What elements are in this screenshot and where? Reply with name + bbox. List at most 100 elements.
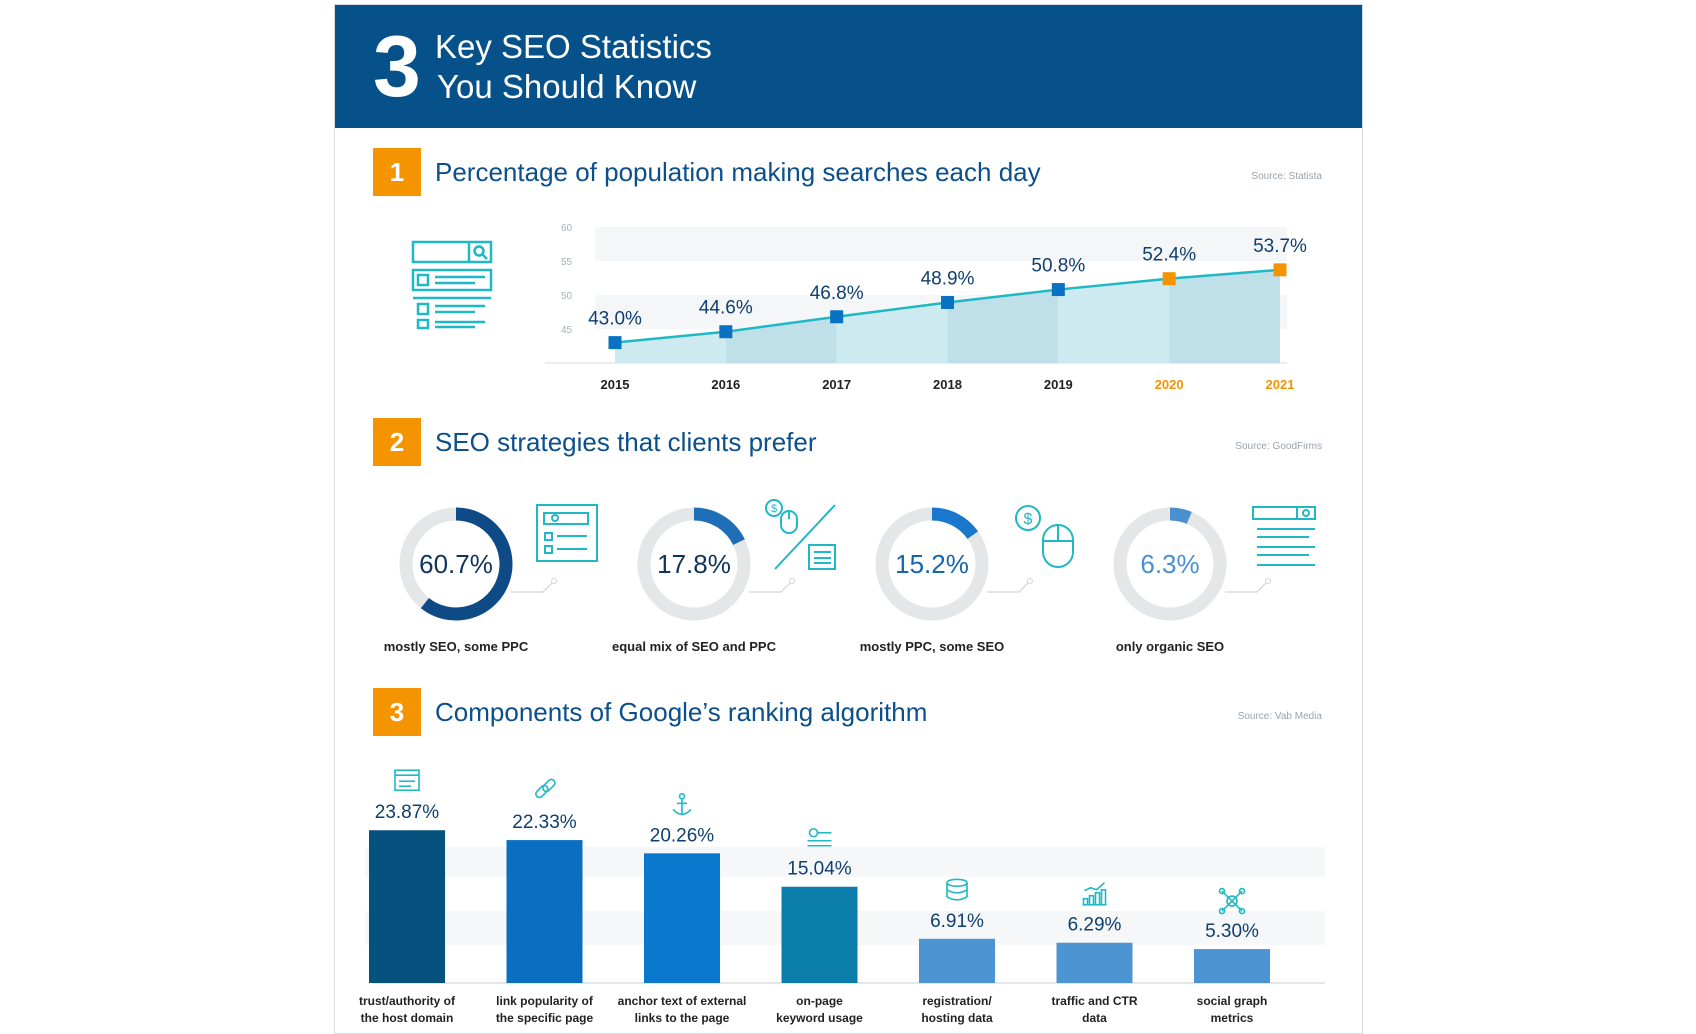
connector-dot xyxy=(551,578,557,584)
connector-line xyxy=(1225,581,1268,593)
x-tick-label: 2020 xyxy=(1155,377,1184,392)
y-tick-label: 55 xyxy=(561,257,573,268)
growth-chart-icon xyxy=(1082,882,1107,906)
dollar-sign-icon: $ xyxy=(1024,511,1033,528)
connector-line xyxy=(511,581,554,593)
data-point xyxy=(830,310,844,324)
category-label: links to the page xyxy=(635,1011,730,1025)
donut-value: 6.3% xyxy=(1140,549,1199,579)
category-label: trust/authority of xyxy=(359,994,456,1008)
section-2-badge: 2 xyxy=(373,418,421,466)
strategies-donut-charts: 60.7% mostly SEO, some PPC 17.8% equal mix … xyxy=(384,499,1316,654)
bar xyxy=(644,853,720,983)
category-label: link popularity of xyxy=(496,994,594,1008)
data-label: 6.29% xyxy=(1068,915,1122,936)
category-label: hosting data xyxy=(921,1011,993,1025)
data-label: 48.9% xyxy=(921,268,975,289)
category-label: registration/ xyxy=(922,994,992,1008)
section-1-source: Source: Statista xyxy=(1251,171,1322,182)
category-label: traffic and CTR xyxy=(1051,994,1137,1008)
category-label: on-page xyxy=(796,994,843,1008)
data-label: 15.04% xyxy=(787,859,852,880)
area-segment xyxy=(615,331,726,363)
ranking-bar-chart: 23.87% trust/authority of the host domain 2… xyxy=(359,769,1325,1025)
data-point xyxy=(1162,272,1176,286)
paid-click-and-page-icon: $ xyxy=(765,499,836,570)
data-label: 44.6% xyxy=(699,298,753,319)
connector-line xyxy=(749,581,792,593)
donut-1: 60.7% mostly SEO, some PPC xyxy=(384,507,557,654)
x-tick-label: 2018 xyxy=(933,377,962,392)
donut-4: 6.3% only organic SEO xyxy=(1113,507,1271,654)
data-label: 5.30% xyxy=(1205,921,1259,942)
donut-category-label: only organic SEO xyxy=(1116,639,1224,654)
category-label: metrics xyxy=(1211,1011,1254,1025)
anchor-icon xyxy=(672,793,692,816)
data-label: 50.8% xyxy=(1031,256,1085,277)
data-point xyxy=(1273,263,1287,277)
data-label: 43.0% xyxy=(588,309,642,330)
data-label: 52.4% xyxy=(1142,245,1196,266)
y-tick-label: 60 xyxy=(561,223,573,234)
area-segment xyxy=(1058,278,1170,363)
donut-arc xyxy=(693,507,745,546)
bar xyxy=(506,840,583,983)
search-results-page-icon xyxy=(536,504,598,562)
area-segment xyxy=(947,289,1059,363)
section-2-title: SEO strategies that clients prefer xyxy=(435,427,817,457)
data-point xyxy=(719,325,733,339)
category-label: the specific page xyxy=(496,1011,594,1025)
category-label: anchor text of external xyxy=(618,994,747,1008)
y-tick-label: 45 xyxy=(561,325,573,336)
paid-click-icon: $ xyxy=(1015,505,1074,568)
connector-dot xyxy=(1265,578,1271,584)
data-label: 46.8% xyxy=(810,283,864,304)
connector-dot xyxy=(789,578,795,584)
data-label: 53.7% xyxy=(1253,236,1307,257)
header-banner: 3 Key SEO Statistics You Should Know xyxy=(335,5,1362,128)
x-tick-label: 2021 xyxy=(1266,377,1295,392)
organic-results-page-icon xyxy=(1252,506,1316,566)
data-label: 6.91% xyxy=(930,911,984,932)
bar xyxy=(1056,942,1133,983)
network-icon xyxy=(1218,887,1246,915)
donut-category-label: mostly SEO, some PPC xyxy=(384,639,529,654)
area-segment xyxy=(836,302,948,363)
section-3-source: Source: Vab Media xyxy=(1237,711,1322,722)
data-point xyxy=(941,295,954,309)
donut-arc xyxy=(1169,507,1192,524)
y-tick-label: 50 xyxy=(561,291,573,302)
connector-line xyxy=(987,581,1030,593)
x-tick-label: 2017 xyxy=(822,377,851,392)
donut-arc xyxy=(420,507,513,621)
donut-value: 15.2% xyxy=(895,549,969,579)
bar xyxy=(781,886,858,983)
dollar-sign-icon: $ xyxy=(771,503,777,515)
donut-category-label: equal mix of SEO and PPC xyxy=(612,639,777,654)
data-label: 22.33% xyxy=(512,812,577,833)
searches-line-chart: 60 55 50 45 43.0% 2015 44.6% 2016 46.8% 2017 48.9%… xyxy=(545,223,1307,392)
chain-link-icon xyxy=(535,778,556,799)
area-segment xyxy=(1169,269,1280,363)
data-label: 20.26% xyxy=(650,825,715,846)
key-icon xyxy=(807,827,832,847)
donut-value: 60.7% xyxy=(419,549,493,579)
banner-title-line1: Key SEO Statistics xyxy=(435,28,712,65)
x-tick-label: 2019 xyxy=(1044,377,1073,392)
category-label: keyword usage xyxy=(776,1011,863,1025)
section-1-badge: 1 xyxy=(373,148,421,196)
connector-dot xyxy=(1027,578,1033,584)
www-browser-icon xyxy=(394,769,420,792)
donut-2: 17.8% equal mix of SEO and PPC xyxy=(612,507,795,654)
banner-title-line2: You Should Know xyxy=(437,68,697,105)
bar xyxy=(369,830,445,983)
category-label: the host domain xyxy=(361,1011,454,1025)
section-2-source: Source: GoodFirms xyxy=(1235,441,1322,452)
x-tick-label: 2015 xyxy=(601,377,630,392)
infographic-card: 3 Key SEO Statistics You Should Know 1 P… xyxy=(334,4,1363,1034)
search-results-page-icon xyxy=(411,240,493,330)
bar xyxy=(919,938,995,983)
data-label: 23.87% xyxy=(375,802,440,823)
section-3-title: Components of Google’s ranking algorithm xyxy=(435,697,928,727)
section-3-badge: 3 xyxy=(373,688,421,736)
